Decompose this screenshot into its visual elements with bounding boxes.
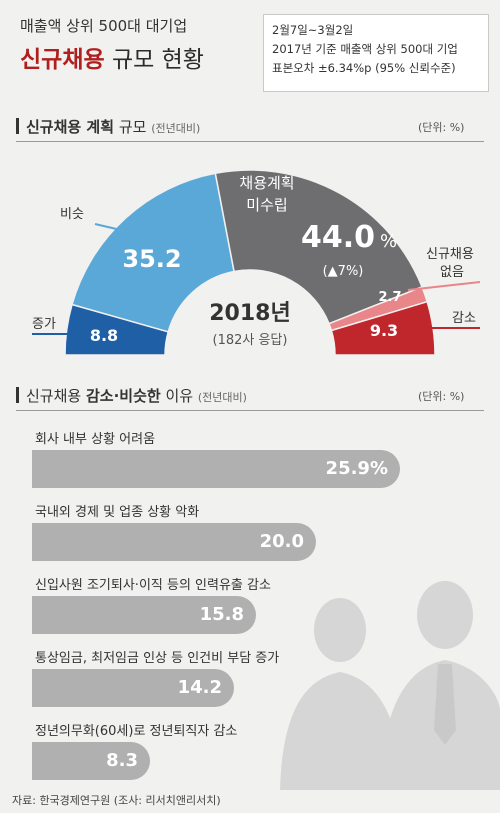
value-unit-undecided: % [380, 231, 397, 252]
bar-value-label: 25.9% [325, 458, 388, 479]
section2-title-bold: 감소·비슷한 [85, 387, 161, 405]
category-label-none-line2: 없음 [440, 265, 464, 280]
value-label-similar: 35.2 [122, 245, 181, 273]
value-label-increase: 8.8 [90, 326, 118, 345]
section1-rule [16, 141, 484, 142]
category-label-increase: 증가 [32, 317, 56, 332]
bar-4 [32, 669, 234, 707]
donut-slice-decrease [330, 300, 436, 356]
category-label-undecided-line2: 미수립 [246, 196, 287, 214]
category-label-undecided-line1: 채용계획 [239, 174, 294, 192]
section1-note: (전년대비) [151, 122, 201, 135]
section2-title-rest: 이유 [165, 387, 194, 405]
section2-note: (전년대비) [197, 391, 247, 404]
leader-line-similar [94, 223, 139, 235]
section1-heading: 신규채용 계획 규모 (전년대비) [16, 116, 200, 137]
bar-1 [32, 450, 400, 488]
category-label-similar: 비슷 [60, 207, 84, 222]
category-label-decrease: 감소 [452, 311, 476, 326]
hiring-plan-donut-chart: 2018년 (182사 응답) 8.8 35.2 44.0 % (▲7%) 채용계획미수립… [32, 169, 481, 356]
section1-marker [16, 118, 19, 134]
bar-2 [32, 523, 316, 561]
value-sub-undecided: (▲7%) [323, 264, 364, 279]
section1-title-bold: 신규채용 계획 [26, 118, 115, 136]
center-respondents-label: (182사 응답) [213, 333, 288, 348]
bar-5 [32, 742, 150, 780]
donut-slice-undecided [214, 169, 423, 325]
bar-category-label: 통상임금, 최저임금 인상 등 인건비 부담 증가 [35, 651, 280, 666]
survey-info-box: 2월7일~3월2일 2017년 기준 매출액 상위 500대 기업 표본오차 ±… [263, 14, 489, 92]
section2-marker [16, 387, 19, 403]
header-kicker: 매출액 상위 500대 대기업 [20, 17, 188, 35]
section2-heading: 신규채용 감소·비슷한 이유 (전년대비) [16, 385, 247, 406]
bar-value-label: 8.3 [106, 750, 138, 771]
title-bold: 신규채용 [20, 47, 105, 73]
survey-error: 표본오차 ±6.34%p (95% 신뢰수준) [272, 61, 456, 75]
bar-value-label: 14.2 [177, 677, 222, 698]
bar-3 [32, 596, 256, 634]
value-label-none: 2.7 [378, 290, 401, 305]
bar-category-label: 회사 내부 상황 어려움 [35, 432, 156, 447]
survey-period: 2월7일~3월2일 [272, 23, 354, 37]
section1-title-rest: 규모 [118, 118, 147, 136]
business-people-silhouette [280, 581, 500, 790]
section2-rule [16, 410, 484, 411]
page-title: 신규채용 규모 현황 [20, 40, 204, 74]
section1-unit: (단위: %) [418, 121, 465, 134]
section2-unit: (단위: %) [418, 390, 465, 403]
bar-category-label: 신입사원 조기퇴사·이직 등의 인력유출 감소 [35, 578, 271, 593]
bar-value-label: 15.8 [199, 604, 244, 625]
value-label-decrease: 9.3 [370, 321, 398, 340]
bar-category-label: 국내외 경제 및 업종 상황 악화 [35, 505, 200, 520]
title-rest: 규모 현황 [111, 47, 204, 73]
section2-title-pre: 신규채용 [26, 387, 82, 405]
category-label-none-line1: 신규채용 [426, 247, 474, 262]
value-label-undecided: 44.0 [301, 220, 375, 255]
bar-category-label: 정년의무화(60세)로 정년퇴직자 감소 [35, 724, 238, 739]
bar-value-label: 20.0 [259, 531, 304, 552]
survey-sample: 2017년 기준 매출액 상위 500대 기업 [272, 42, 458, 56]
donut-slice-similar [71, 172, 235, 333]
leader-line-none [407, 281, 481, 291]
center-year-label: 2018년 [209, 301, 290, 326]
source-note: 자료: 한국경제연구원 (조사: 리서치앤리서치) [12, 794, 221, 807]
